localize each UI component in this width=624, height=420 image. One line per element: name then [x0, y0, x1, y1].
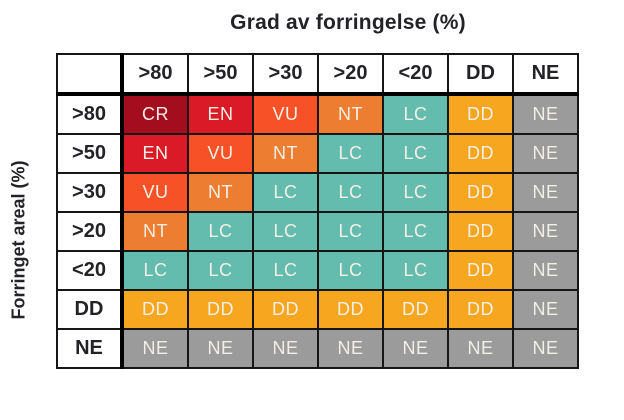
- matrix-cell: DD: [447, 133, 514, 174]
- col-header: >50: [187, 53, 254, 96]
- matrix-cell: LC: [382, 172, 449, 213]
- col-header: NE: [512, 53, 579, 96]
- col-header: >80: [121, 53, 189, 96]
- matrix-cell: LC: [382, 133, 449, 174]
- matrix-cell: NE: [512, 93, 579, 135]
- row-header: <20: [56, 250, 124, 291]
- matrix-cell: LC: [252, 172, 319, 213]
- matrix-cell: DD: [447, 250, 514, 291]
- matrix-row: <20 LC LC LC LC LC DD NE: [56, 250, 579, 291]
- col-header: DD: [447, 53, 514, 96]
- matrix-cell: NE: [512, 328, 579, 369]
- row-header: DD: [56, 289, 124, 330]
- matrix-cell: NE: [187, 328, 254, 369]
- matrix-cell: LC: [121, 250, 189, 291]
- matrix-cell: VU: [121, 172, 189, 213]
- matrix-cell: LC: [187, 250, 254, 291]
- matrix-row: >20 NT LC LC LC LC DD NE: [56, 211, 579, 252]
- matrix-cell: NE: [512, 211, 579, 252]
- matrix-cell: NE: [382, 328, 449, 369]
- row-header: >30: [56, 172, 124, 213]
- matrix-cell: LC: [317, 133, 384, 174]
- matrix-cell: NE: [512, 289, 579, 330]
- col-header: <20: [382, 53, 449, 96]
- matrix-table: >80 >50 >30 >20 <20 DD NE >80 CR EN VU NT LC DD NE >50 E…: [56, 53, 579, 369]
- matrix-cell: LC: [252, 250, 319, 291]
- matrix-cell: LC: [317, 172, 384, 213]
- matrix-cell: NE: [121, 328, 189, 369]
- corner-cell: [56, 53, 124, 96]
- matrix-cell: NT: [187, 172, 254, 213]
- matrix-cell: NE: [317, 328, 384, 369]
- matrix-cell: DD: [382, 289, 449, 330]
- matrix-cell: LC: [382, 211, 449, 252]
- matrix-cell: LC: [382, 93, 449, 135]
- matrix-cell: NE: [252, 328, 319, 369]
- matrix-cell: LC: [382, 250, 449, 291]
- matrix-row: >80 CR EN VU NT LC DD NE: [56, 93, 579, 135]
- matrix-cell: VU: [252, 93, 319, 135]
- matrix-cell: DD: [252, 289, 319, 330]
- column-header-row: >80 >50 >30 >20 <20 DD NE: [56, 53, 579, 96]
- matrix-cell: NE: [512, 250, 579, 291]
- matrix-cell: EN: [187, 93, 254, 135]
- y-axis-title: Forringet areal (%): [8, 160, 29, 320]
- x-axis-title: Grad av forringelse (%): [230, 11, 466, 34]
- row-header: >80: [56, 93, 124, 135]
- matrix-cell: LC: [317, 211, 384, 252]
- matrix-cell: NE: [447, 328, 514, 369]
- matrix-cell: NE: [512, 133, 579, 174]
- matrix-cell: NT: [252, 133, 319, 174]
- matrix-row: >50 EN VU NT LC LC DD NE: [56, 133, 579, 174]
- matrix-cell: LC: [187, 211, 254, 252]
- row-header: >50: [56, 133, 124, 174]
- matrix-cell: DD: [187, 289, 254, 330]
- matrix-cell: DD: [447, 211, 514, 252]
- matrix-cell: DD: [447, 93, 514, 135]
- matrix-cell: NT: [317, 93, 384, 135]
- matrix-cell: DD: [317, 289, 384, 330]
- matrix-cell: NT: [121, 211, 189, 252]
- matrix-row: DD DD DD DD DD DD DD NE: [56, 289, 579, 330]
- matrix-cell: LC: [317, 250, 384, 291]
- matrix-cell: VU: [187, 133, 254, 174]
- matrix-row: >30 VU NT LC LC LC DD NE: [56, 172, 579, 213]
- row-header: >20: [56, 211, 124, 252]
- matrix-row: NE NE NE NE NE NE NE NE: [56, 328, 579, 369]
- col-header: >20: [317, 53, 384, 96]
- col-header: >30: [252, 53, 319, 96]
- matrix-cell: NE: [512, 172, 579, 213]
- matrix-cell: DD: [447, 289, 514, 330]
- matrix-cell: DD: [121, 289, 189, 330]
- row-header: NE: [56, 328, 124, 369]
- matrix-cell: LC: [252, 211, 319, 252]
- matrix-cell: CR: [121, 93, 189, 135]
- matrix-cell: EN: [121, 133, 189, 174]
- matrix-cell: DD: [447, 172, 514, 213]
